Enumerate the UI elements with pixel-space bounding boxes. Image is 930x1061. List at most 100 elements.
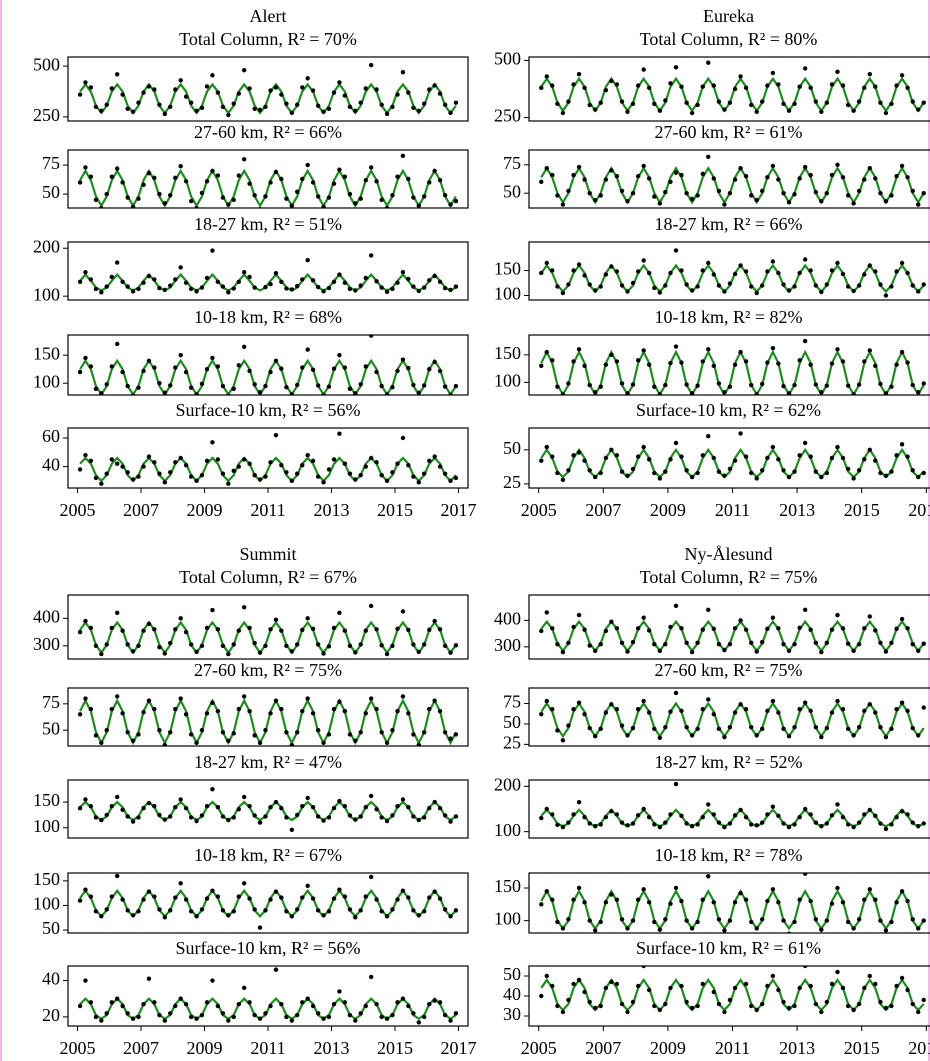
data-point — [109, 364, 115, 369]
data-point — [368, 793, 374, 799]
data-point — [603, 177, 609, 182]
data-point — [379, 197, 384, 203]
data-point — [453, 475, 459, 481]
data-point — [427, 180, 432, 185]
data-point — [894, 83, 899, 88]
data-point — [178, 696, 183, 701]
data-point — [358, 1011, 363, 1016]
data-point — [157, 191, 162, 197]
data-point — [231, 731, 236, 736]
data-point — [130, 738, 136, 743]
data-point — [421, 471, 427, 476]
data-point — [722, 824, 727, 830]
panel-plot — [77, 62, 459, 118]
data-point — [109, 625, 115, 631]
data-point — [663, 1001, 668, 1007]
data-point — [824, 725, 830, 731]
data-point — [199, 472, 205, 478]
data-point — [894, 707, 899, 712]
data-point — [263, 727, 268, 733]
data-point — [363, 628, 368, 633]
data-point — [120, 628, 125, 633]
data-point — [582, 363, 587, 369]
y-tick-label: 30 — [503, 1004, 521, 1024]
data-point — [199, 643, 205, 649]
data-point — [630, 382, 636, 387]
data-point — [363, 464, 368, 469]
data-point — [679, 172, 684, 178]
data-point — [279, 1001, 284, 1007]
data-point — [284, 815, 289, 820]
y-tick-label: 500 — [494, 49, 521, 69]
data-point — [231, 909, 236, 914]
data-point — [539, 711, 544, 717]
data-point — [657, 392, 663, 395]
data-point — [899, 809, 905, 814]
data-point — [808, 708, 813, 714]
data-point — [130, 649, 136, 654]
data-point — [878, 470, 883, 476]
data-point — [77, 369, 83, 375]
y-tick-label: 50 — [503, 438, 521, 458]
data-point — [668, 270, 673, 276]
data-point — [544, 349, 549, 355]
data-point — [695, 102, 700, 108]
data-point — [157, 907, 162, 912]
data-point — [315, 642, 321, 647]
data-point — [411, 474, 416, 479]
data-point — [609, 168, 614, 173]
data-point — [194, 392, 199, 395]
data-point — [395, 626, 400, 631]
data-point — [168, 814, 173, 819]
data-point — [263, 814, 268, 819]
data-point — [406, 895, 411, 900]
data-point — [83, 887, 88, 892]
data-point — [204, 275, 210, 281]
data-point — [347, 1012, 353, 1018]
data-point — [593, 1005, 598, 1011]
data-point — [120, 464, 125, 469]
data-point — [776, 457, 781, 462]
data-point — [168, 193, 173, 198]
data-point — [732, 710, 738, 715]
data-point — [93, 643, 99, 649]
data-point — [384, 289, 390, 295]
y-tick-label: 60 — [42, 426, 60, 446]
data-point — [321, 740, 326, 746]
data-point — [421, 1014, 427, 1020]
data-point — [851, 201, 856, 206]
data-point — [210, 700, 215, 705]
data-point — [732, 362, 738, 367]
data-point — [321, 480, 326, 485]
data-point — [104, 1011, 109, 1016]
data-point — [321, 1016, 326, 1021]
data-point — [326, 467, 332, 472]
y-tick-label: 75 — [42, 692, 60, 712]
panel-frame — [67, 241, 469, 301]
data-point — [210, 888, 215, 893]
data-point — [663, 98, 668, 103]
data-point — [88, 1000, 94, 1005]
data-point — [358, 472, 363, 478]
station-title: Ny-Ålesund — [685, 544, 773, 564]
data-point — [743, 269, 749, 274]
y-tick-label: 150 — [33, 343, 60, 363]
data-point — [363, 805, 368, 810]
data-point — [416, 742, 421, 746]
data-point — [379, 815, 384, 820]
data-point — [406, 711, 411, 716]
data-point — [337, 699, 342, 704]
data-point — [899, 163, 905, 169]
data-point — [368, 874, 374, 880]
data-point — [824, 100, 830, 105]
data-point — [289, 203, 295, 208]
data-point — [342, 461, 348, 466]
data-point — [781, 468, 786, 473]
data-point — [867, 348, 872, 353]
data-point — [437, 91, 443, 96]
data-point — [689, 196, 695, 202]
data-point — [889, 469, 894, 474]
data-point — [673, 344, 679, 349]
data-point — [635, 897, 641, 902]
y-tick-label: 100 — [494, 284, 521, 304]
